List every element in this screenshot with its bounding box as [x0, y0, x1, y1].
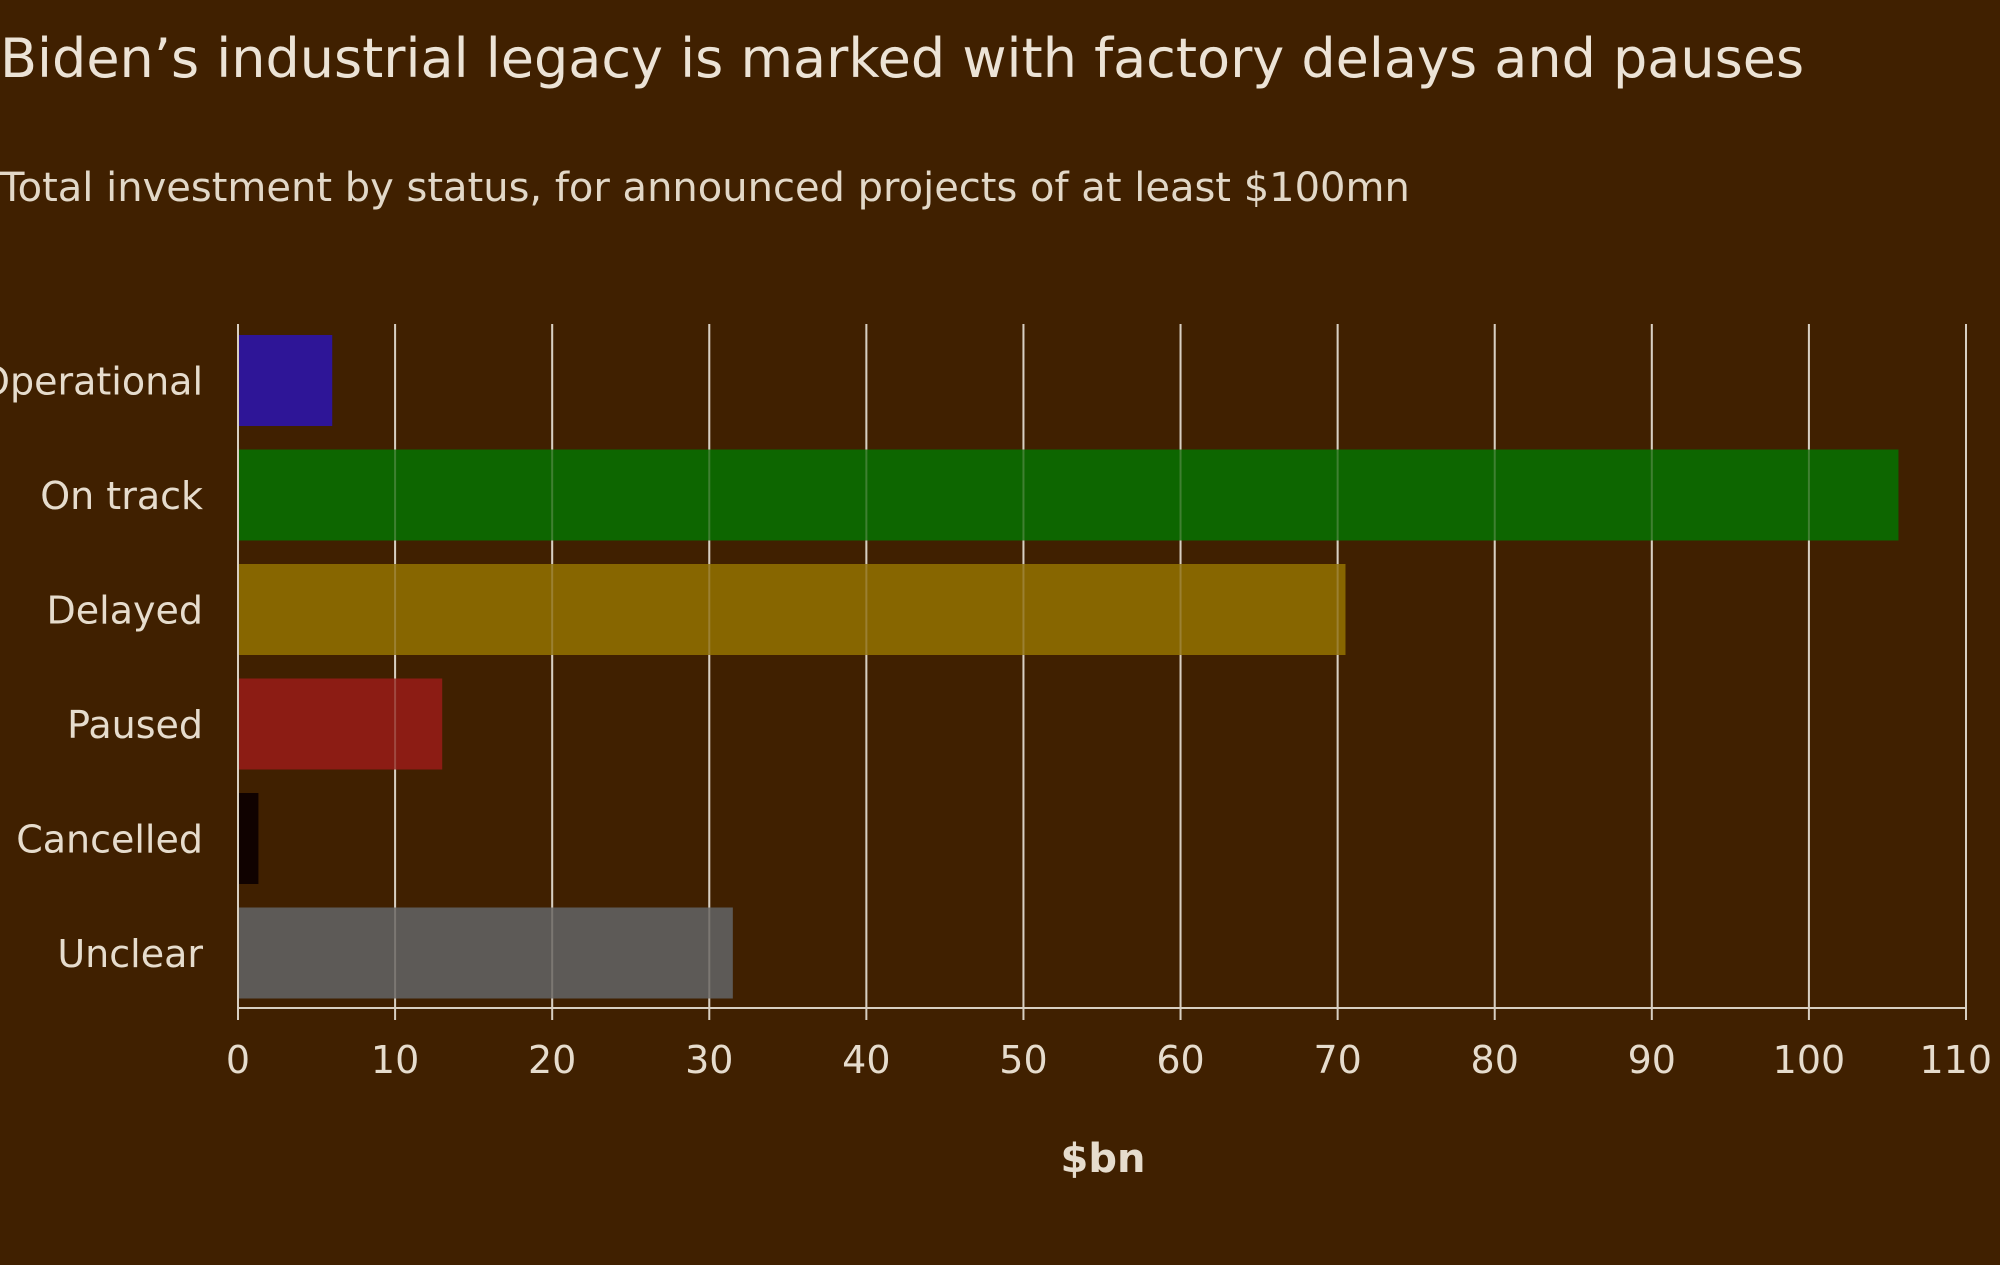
x-tick-label: 50: [999, 1038, 1047, 1082]
x-tick-label: 0: [226, 1038, 250, 1082]
bar-delayed: [238, 564, 1346, 655]
x-tick-label: 110: [1919, 1038, 1992, 1082]
x-tick-label: 80: [1471, 1038, 1519, 1082]
x-tick-label: 70: [1313, 1038, 1361, 1082]
x-tick-label: 40: [842, 1038, 890, 1082]
x-tick-label: 90: [1628, 1038, 1676, 1082]
x-tick-label: 10: [371, 1038, 419, 1082]
x-axis: 0 10 20 30 40 50 60 70 80 90 100 110: [226, 324, 1992, 1082]
category-labels: Operational On track Delayed Paused Cancelle…: [0, 360, 203, 977]
category-label: Cancelled: [16, 818, 203, 862]
x-tick-label: 100: [1773, 1038, 1846, 1082]
category-label: On track: [40, 474, 203, 518]
bar-on-track: [238, 449, 1899, 541]
category-label: Paused: [67, 703, 203, 747]
bars: [238, 324, 1967, 1008]
bar-paused: [238, 678, 443, 770]
category-label: Unclear: [57, 932, 203, 976]
x-tick-label: 30: [685, 1038, 733, 1082]
gridlines: [394, 324, 1967, 1008]
chart-subtitle: Total investment by status, for announce…: [0, 165, 1410, 211]
bar-unclear: [238, 907, 733, 999]
bar-operational: [238, 335, 333, 426]
x-tick-label: 60: [1156, 1038, 1204, 1082]
chart-title: Biden’s industrial legacy is marked with…: [0, 27, 1805, 90]
category-label: Delayed: [47, 589, 203, 633]
bar-cancelled: [238, 793, 259, 884]
x-tick-label: 20: [528, 1038, 576, 1082]
x-axis-title: $bn: [1061, 1136, 1146, 1182]
category-label: Operational: [0, 360, 203, 404]
